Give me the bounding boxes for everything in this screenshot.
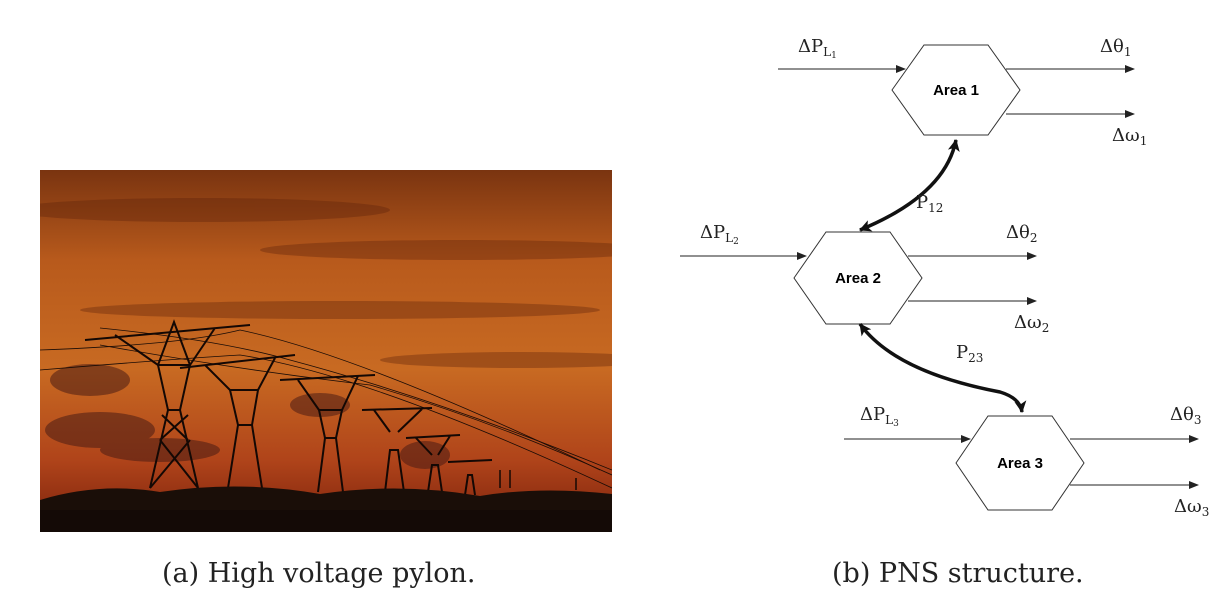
pylon-photo: [10, 170, 660, 532]
pns-diagram: Area 1 Area 2 Area 3: [660, 0, 1232, 548]
input-label-1: ΔPL1: [798, 36, 837, 61]
pylon-photo-image: [10, 170, 660, 532]
omega-label-2: Δω2: [1014, 312, 1049, 335]
area-3-node: Area 3: [955, 415, 1085, 511]
caption-a: (a) High voltage pylon.: [162, 558, 476, 589]
link-arrow-23: [858, 322, 1027, 413]
input-label-2: ΔPL2: [700, 222, 739, 247]
caption-b: (b) PNS structure.: [832, 558, 1084, 589]
theta-label-1: Δθ1: [1100, 36, 1131, 59]
area-2-label: Area 2: [835, 270, 881, 287]
omega-label-1: Δω1: [1112, 125, 1147, 148]
theta-label-2: Δθ2: [1006, 222, 1037, 245]
link-label-12: P12: [916, 192, 943, 215]
area-1-label: Area 1: [933, 82, 979, 99]
area-2-node: Area 2: [793, 231, 923, 325]
input-label-3: ΔPL3: [860, 404, 899, 429]
area-1-node: Area 1: [891, 44, 1021, 136]
link-arrow-12: [859, 139, 960, 232]
pns-diagram-svg: Area 1 Area 2 Area 3: [680, 36, 1209, 519]
omega-label-3: Δω3: [1174, 496, 1209, 519]
theta-label-3: Δθ3: [1170, 404, 1201, 427]
area-3-label: Area 3: [997, 455, 1043, 472]
link-label-23: P23: [956, 342, 983, 365]
